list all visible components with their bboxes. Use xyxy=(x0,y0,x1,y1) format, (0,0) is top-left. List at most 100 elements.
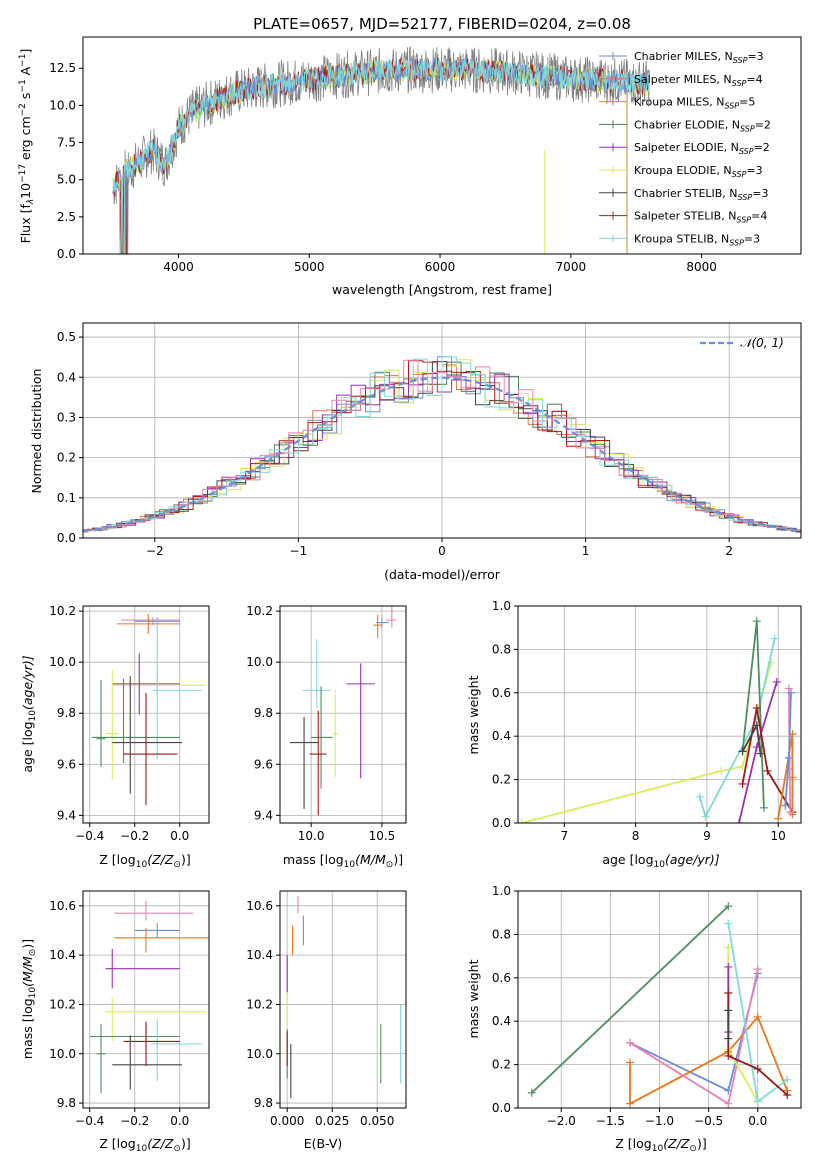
residuals-legend: 𝒩(0, 1) xyxy=(700,336,784,350)
weight-series xyxy=(626,965,762,1108)
weight-series xyxy=(724,1006,733,1043)
residuals-ytick-label: 0.1 xyxy=(57,491,76,505)
ytick-label: 0.6 xyxy=(492,686,511,700)
xtick-label: 0.0 xyxy=(748,1114,767,1128)
spectrum-ytick-label: 5.0 xyxy=(57,173,76,187)
xtick-label: −0.4 xyxy=(75,829,104,843)
weight-marker xyxy=(695,792,704,801)
spectrum-legend-entry: Chabrier ELODIE, NSSP=2 xyxy=(599,118,771,133)
ytick-label: 10.2 xyxy=(49,604,76,618)
weight-marker xyxy=(738,779,747,788)
spectrum-xlabel: wavelength [Angstrom, rest frame] xyxy=(332,282,552,297)
xtick-label: 9 xyxy=(703,829,711,843)
residuals-ytick-label: 0.5 xyxy=(57,330,76,344)
legend-label: Kroupa STELIB, NSSP=3 xyxy=(634,232,760,247)
ytick-label: 0.2 xyxy=(492,1058,511,1072)
ytick-label: 9.6 xyxy=(254,757,273,771)
residuals-xtick-label: 2 xyxy=(725,544,733,558)
weight-marker xyxy=(785,764,794,773)
residuals-panel: −2 −1 0 1 2 0.0 0.1 0.2 0.3 0.4 0.5 (data-model)/e… xyxy=(29,322,802,582)
spectrum-title: PLATE=0657, MJD=52177, FIBERID=0204, z=0… xyxy=(253,15,631,33)
residuals-ytick-label: 0.3 xyxy=(57,410,76,424)
errorbar-point xyxy=(114,900,194,921)
weight-marker xyxy=(626,1058,635,1067)
weight-marker xyxy=(518,819,526,823)
errorbar-point xyxy=(311,686,333,789)
weight-marker xyxy=(752,721,761,730)
weight-series xyxy=(626,969,762,1095)
xtick-label: 0.0 xyxy=(170,1114,189,1128)
errorbar-point xyxy=(302,639,331,709)
weight-marker xyxy=(783,1075,792,1084)
xtick-label: 0.000 xyxy=(270,1114,304,1128)
gaussian-curve xyxy=(83,376,801,533)
xtick-label: 10 xyxy=(771,829,786,843)
errorbar-point xyxy=(105,669,119,780)
errorbar-point xyxy=(150,1019,203,1081)
age-mass-xlabel: mass [log10(M/M⊙)] xyxy=(283,852,403,870)
spectrum-ticks: 4000 5000 6000 7000 8000 0.0 2.5 5.0 7.5 10.0 12.5 xyxy=(49,61,717,274)
weight-marker xyxy=(724,962,733,971)
residuals-xlabel: (data-model)/error xyxy=(384,567,501,582)
spectrum-legend: Chabrier MILES, NSSP=3 Salpeter MILES, NS… xyxy=(599,50,771,247)
weight-series xyxy=(738,721,765,758)
xtick-label: 0.050 xyxy=(360,1114,394,1128)
spectrum-model-line xyxy=(112,57,650,254)
errorbar-point xyxy=(123,1021,180,1067)
xtick-label: −0.2 xyxy=(120,829,149,843)
errorbar-point xyxy=(123,692,178,806)
ytick-label: 0.8 xyxy=(492,642,511,656)
legend-label: Salpeter STELIB, NSSP=4 xyxy=(634,210,767,225)
weight-series xyxy=(527,902,733,1097)
spectrum-plot-area xyxy=(112,46,650,254)
weight-line xyxy=(531,905,729,1094)
errorbar-point xyxy=(114,927,209,953)
ytick-label: 1.0 xyxy=(492,599,511,613)
weight-marker xyxy=(724,988,733,997)
errorbar-point xyxy=(376,617,390,628)
spectrum-xtick-label: 4000 xyxy=(163,260,194,274)
weight-marker xyxy=(724,919,733,928)
weight-series xyxy=(781,688,796,810)
errorbar-point xyxy=(373,614,382,638)
errorbar-point xyxy=(112,1035,182,1090)
panel-frame xyxy=(82,605,210,824)
mass-vs-z-panel: −0.4 −0.2 0.0 9.8 10.0 10.2 10.4 10.6 xyxy=(49,890,210,1128)
spectrum-panel: PLATE=0657, MJD=52177, FIBERID=0204, z=0… xyxy=(18,15,802,297)
legend-label: Kroupa ELODIE, NSSP=3 xyxy=(634,164,763,179)
xtick-label: −0.4 xyxy=(75,1114,104,1128)
spectrum-xtick-label: 5000 xyxy=(294,260,325,274)
panel-frame xyxy=(279,890,407,1109)
ytick-label: 10.2 xyxy=(246,604,273,618)
weight-marker xyxy=(752,703,761,712)
panel-frame xyxy=(517,605,802,824)
weight-marker xyxy=(783,1090,792,1099)
ytick-label: 0.4 xyxy=(492,1014,511,1028)
spectrum-legend-entry: Salpeter MILES, NSSP=4 xyxy=(599,73,763,88)
panel-frame xyxy=(82,890,210,1109)
age-vs-mass-panel: 10.0 10.5 9.4 9.6 9.8 10.0 10.2 xyxy=(246,604,407,843)
errorbar-point xyxy=(346,663,375,779)
weight-marker xyxy=(626,1038,635,1047)
xtick-label: 7 xyxy=(561,829,569,843)
weight-marker xyxy=(752,617,761,626)
panel-frame xyxy=(279,605,407,824)
ytick-label: 10.2 xyxy=(246,997,273,1011)
residuals-xtick-label: −1 xyxy=(290,544,308,558)
weight-z-ylabel: mass weight xyxy=(466,959,481,1038)
spectrum-frame xyxy=(82,36,802,255)
errorbar-point xyxy=(116,613,180,635)
weight-marker xyxy=(701,812,710,821)
errorbar-point xyxy=(96,1024,106,1094)
weight-series xyxy=(734,677,781,823)
spectrum-ytick-label: 7.5 xyxy=(57,136,76,150)
weight-marker xyxy=(734,819,743,823)
residuals-xtick-label: −2 xyxy=(146,544,164,558)
weight-marker xyxy=(724,1099,733,1108)
residuals-xtick-label: 1 xyxy=(582,544,590,558)
weight-marker xyxy=(724,1006,733,1015)
residuals-ytick-label: 0.4 xyxy=(57,370,76,384)
ytick-label: 10.4 xyxy=(49,948,76,962)
errorbar-point xyxy=(289,717,319,809)
errorbar-point xyxy=(134,923,180,938)
